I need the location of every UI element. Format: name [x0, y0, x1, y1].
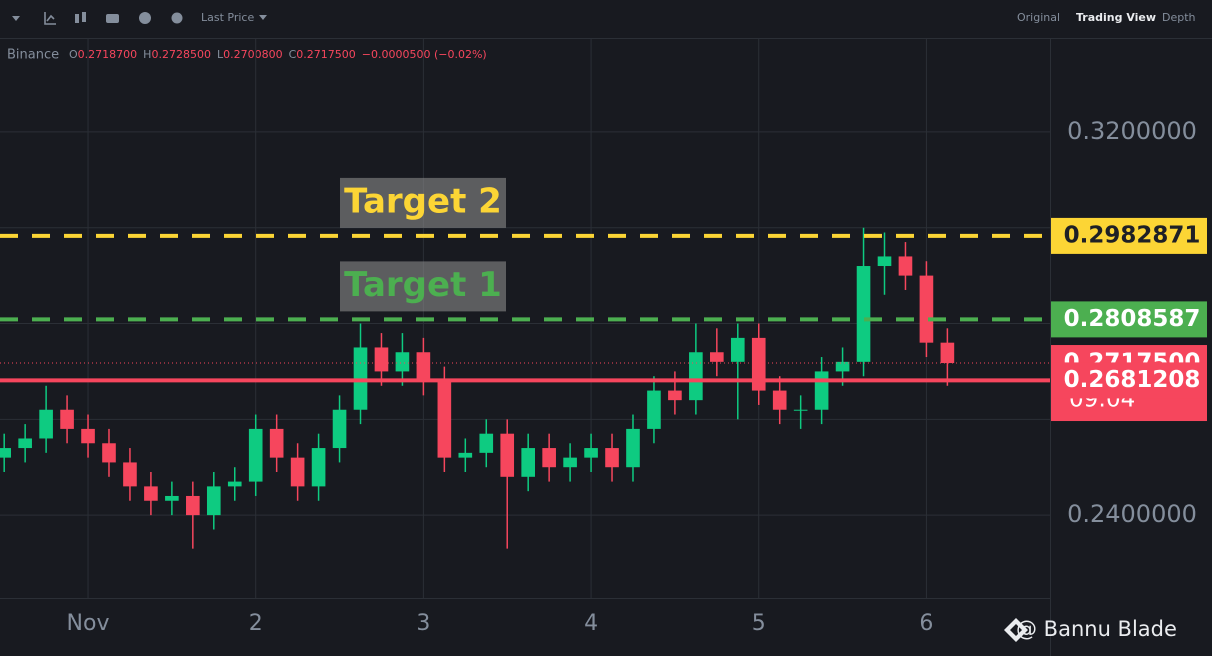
dropdown-icon[interactable]: [12, 16, 20, 21]
settings-icon[interactable]: [171, 12, 183, 24]
watermark-logo: [1004, 618, 1028, 642]
candle-body: [206, 486, 221, 516]
price-label-box: [1051, 362, 1207, 399]
view-tab-active[interactable]: Trading View: [1076, 11, 1156, 24]
candle-body: [521, 448, 535, 477]
candle-body: [563, 457, 577, 468]
candle-body: [772, 390, 787, 410]
ohlc-value: 0.2728500: [151, 48, 211, 61]
candle-body: [18, 438, 32, 449]
indicator-icon[interactable]: [44, 12, 56, 25]
ohlc-legend: O0.2718700 H0.2728500 L0.2700800 C0.2717500…: [69, 48, 487, 61]
candle-body: [311, 448, 326, 487]
annotation-box: [340, 177, 506, 228]
price-label: 0.2681208: [1064, 367, 1201, 393]
ohlc-value: 0.2700800: [223, 48, 283, 61]
view-tab[interactable]: Depth: [1162, 11, 1196, 24]
candle-body: [144, 486, 158, 501]
exchange: Binance: [7, 48, 59, 63]
candle-body: [186, 495, 200, 516]
x-tick-label: 5: [752, 611, 766, 636]
candle-body: [81, 428, 95, 444]
candle-body: [39, 409, 53, 439]
candle-body: [437, 380, 452, 458]
x-tick-label: 4: [584, 611, 598, 636]
candle-body: [793, 409, 808, 411]
candle-body: [102, 443, 116, 463]
candle-body: [60, 409, 74, 429]
candle-body: [919, 275, 934, 343]
annotation: Target 2: [344, 181, 502, 221]
candle-body: [416, 352, 431, 381]
candle-body: [290, 457, 305, 487]
candle-body: [689, 352, 703, 401]
ohlc-key: L: [217, 48, 224, 61]
price-label-box: [1051, 217, 1207, 254]
candle-body: [123, 462, 137, 487]
x-tick-label: 6: [919, 611, 933, 636]
candle-body: [248, 428, 263, 482]
candle-body: [835, 361, 850, 372]
candle-body: [940, 342, 955, 364]
candle-body: [668, 390, 682, 401]
candle-body: [165, 495, 179, 501]
price-label: 0.2808587: [1064, 306, 1201, 332]
candle-body: [877, 256, 892, 267]
y-tick-label: 0.3200000: [1067, 117, 1197, 145]
annotation: Target 1: [344, 265, 502, 305]
candle-body: [332, 409, 347, 449]
candle-body: [395, 352, 410, 372]
candle-body: [0, 448, 12, 458]
candle-body: [856, 266, 871, 362]
price-label: 0.2982871: [1064, 222, 1201, 248]
ohlc-value: 0.2718700: [78, 48, 138, 61]
x-tick-label: 3: [416, 611, 430, 636]
view-tab[interactable]: Original: [1017, 11, 1060, 24]
annotation-box: [340, 261, 506, 312]
candle-body: [898, 256, 913, 276]
candle-body: [458, 452, 473, 458]
candle-body: [500, 433, 515, 477]
toolbar-icons[interactable]: [12, 12, 267, 25]
candle-body: [227, 481, 242, 487]
y-tick-label: 0.2400000: [1067, 500, 1197, 528]
candle-body: [710, 352, 724, 362]
ohlc-change: −0.0000500 (−0.02%): [362, 48, 487, 61]
candle-body: [584, 448, 598, 458]
candle-body: [605, 448, 619, 468]
x-tick-label: Nov: [67, 611, 110, 636]
candle-body: [730, 337, 745, 362]
ohlc-key: O: [69, 48, 78, 61]
candle-body: [751, 337, 766, 391]
x-tick-label: 2: [249, 611, 263, 636]
candle-icon[interactable]: [82, 12, 86, 22]
ohlc-value: 0.2717500: [296, 48, 356, 61]
candle-body: [269, 428, 284, 458]
candle-body: [374, 347, 389, 372]
candle-body: [814, 371, 829, 410]
dropdown-icon[interactable]: [259, 15, 267, 20]
add-icon[interactable]: [139, 12, 151, 24]
candle-body: [626, 428, 640, 468]
watermark: @ Bannu Blade: [1016, 617, 1177, 641]
camera-icon[interactable]: [106, 14, 119, 23]
price-type[interactable]: Last Price: [201, 11, 254, 24]
candle-body: [647, 390, 661, 429]
ohlc-key: C: [289, 48, 297, 61]
candle-body: [479, 433, 494, 453]
ohlc-key: H: [143, 48, 151, 61]
candle-icon[interactable]: [75, 14, 79, 23]
price-label-box: [1051, 301, 1207, 338]
candle-body: [542, 448, 556, 468]
